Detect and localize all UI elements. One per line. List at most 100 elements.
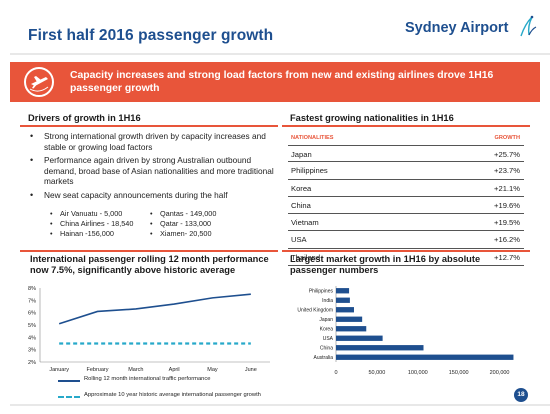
y-tick-label: 8% (28, 286, 36, 292)
line-chart-title: International passenger rolling 12 month… (30, 254, 269, 275)
seat-list-left: Air Vanuatu - 5,000 China Airlines - 18,… (50, 209, 133, 239)
table-row: Korea +21.1% (288, 180, 524, 197)
seat-item: Xiamen- 20,500 (150, 229, 216, 239)
seat-item: Air Vanuatu - 5,000 (50, 209, 133, 219)
bar (336, 354, 514, 360)
bullet-item: Performance again driven by strong Austr… (28, 155, 278, 187)
x-tick-label: April (169, 367, 180, 373)
nationalities-heading: Fastest growing nationalities in 1H16 (290, 113, 454, 123)
drivers-heading: Drivers of growth in 1H16 (28, 113, 141, 123)
nationality-cell: Thailand (291, 252, 321, 262)
category-label: United Kingdom (297, 308, 333, 314)
growth-cell: +23.7% (494, 166, 520, 176)
drivers-rule (20, 125, 278, 127)
line-chart-svg: 2% 3% 4% 5% 6% 7% 8% January February March April M… (28, 286, 270, 373)
table-row: Japan +25.7% (288, 145, 524, 163)
table-row: Vietnam +19.5% (288, 214, 524, 232)
nationality-cell: USA (291, 235, 307, 245)
category-label: India (322, 298, 333, 304)
y-tick-label: 3% (28, 348, 36, 354)
bar (336, 307, 354, 313)
nationalities-rule (282, 125, 530, 127)
x-tick-label: June (245, 367, 257, 373)
banner-text: Capacity increases and strong load facto… (70, 70, 494, 94)
drivers-bullets: Strong international growth driven by ca… (28, 131, 278, 203)
bar (336, 316, 363, 322)
growth-cell: +12.7% (494, 252, 520, 262)
footer-divider (10, 404, 550, 406)
growth-cell: +25.7% (494, 150, 520, 159)
x-tick-label: 150,000 (449, 370, 469, 376)
bar-chart-title: Largest market growth in 1H16 by absolut… (290, 254, 481, 275)
header-divider (10, 53, 550, 55)
x-tick-label: 200,000 (490, 370, 510, 376)
growth-cell: +21.1% (494, 183, 520, 193)
line-chart-rule (20, 250, 278, 252)
nationality-cell: China (291, 200, 311, 210)
x-tick-label: 50,000 (368, 370, 385, 376)
x-tick-label: May (207, 367, 218, 373)
category-label: Japan (319, 317, 333, 323)
y-tick-label: 6% (28, 311, 36, 317)
bullet-item: New seat capacity announcements during t… (28, 190, 278, 201)
growth-cell: +19.5% (494, 218, 520, 228)
page-number: 18 (514, 388, 528, 402)
y-tick-label: 2% (28, 360, 36, 366)
nationality-cell: Japan (291, 150, 312, 159)
bar (336, 288, 350, 294)
line-chart: 2% 3% 4% 5% 6% 7% 8% January February March April M… (18, 282, 280, 374)
legend-label: Rolling 12 month international traffic p… (84, 376, 211, 382)
nationality-cell: Korea (291, 183, 312, 193)
series-line-rolling (58, 293, 251, 325)
logo-text: Sydney Airport (405, 20, 509, 36)
category-label: Australia (314, 355, 334, 361)
y-tick-label: 7% (28, 298, 36, 304)
bar (336, 326, 367, 332)
seat-item: Hainan -156,000 (50, 229, 133, 239)
category-label: Korea (320, 327, 334, 333)
seat-item: Qantas - 149,000 (150, 209, 216, 219)
bar-chart-rule (282, 250, 530, 252)
y-tick-label: 4% (28, 335, 36, 341)
x-tick-label: 0 (334, 370, 337, 376)
x-tick-label: February (86, 367, 108, 373)
table-row: China +19.6% (288, 197, 524, 215)
seat-item: Qatar - 133,000 (150, 219, 216, 229)
x-tick-label: January (49, 367, 69, 373)
table-row: Philippines +23.7% (288, 162, 524, 180)
legend-swatch-solid (58, 380, 80, 382)
bar (336, 345, 424, 351)
bird-icon (520, 15, 537, 37)
category-label: USA (323, 336, 334, 342)
col-growth: GROWTH (494, 135, 520, 141)
bar-chart-svg: Philippines India United Kingdom Japan Korea… (297, 286, 514, 376)
bar (336, 335, 383, 341)
legend-swatch-dashed (58, 396, 80, 398)
seat-list-right: Qantas - 149,000 Qatar - 133,000 Xiamen-… (150, 209, 216, 239)
category-label: China (320, 346, 333, 352)
x-tick-label: March (128, 367, 143, 373)
bar (336, 297, 350, 303)
legend-label: Approximate 10 year historic average int… (84, 392, 261, 398)
bar-chart: Philippines India United Kingdom Japan Korea… (280, 282, 530, 382)
table-row: Thailand +12.7% (288, 249, 524, 267)
growth-cell: +19.6% (494, 200, 520, 210)
nationality-cell: Vietnam (291, 218, 319, 228)
col-nationalities: NATIONALITIES (291, 135, 334, 141)
nationality-cell: Philippines (291, 166, 328, 176)
nationalities-table-header: NATIONALITIES GROWTH (288, 134, 524, 144)
page-title: First half 2016 passenger growth (28, 27, 274, 44)
seat-item: China Airlines - 18,540 (50, 219, 133, 229)
plane-globe-icon (24, 67, 54, 97)
bullet-item: Strong international growth driven by ca… (28, 131, 278, 152)
legend-item-average: Approximate 10 year historic average int… (58, 392, 261, 398)
category-label: Philippines (309, 289, 334, 295)
table-row: USA +16.2% (288, 231, 524, 249)
sydney-airport-logo: Sydney Airport (405, 14, 537, 46)
growth-cell: +16.2% (494, 235, 520, 245)
y-tick-label: 5% (28, 323, 36, 329)
summary-banner: Capacity increases and strong load facto… (10, 62, 540, 102)
legend-item-rolling: Rolling 12 month international traffic p… (58, 376, 211, 382)
nationalities-table: Japan +25.7% Philippines +23.7% Korea +21.1… (288, 145, 524, 267)
